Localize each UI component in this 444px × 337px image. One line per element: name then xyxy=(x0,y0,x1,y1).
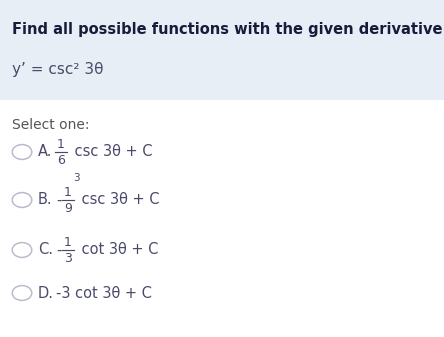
Text: A.: A. xyxy=(38,145,52,159)
Text: cot 3θ + C: cot 3θ + C xyxy=(77,243,159,257)
Text: Select one:: Select one: xyxy=(12,118,90,132)
Text: 1: 1 xyxy=(64,237,72,249)
Text: Find all possible functions with the given derivative.: Find all possible functions with the giv… xyxy=(12,22,444,37)
Text: -: - xyxy=(56,243,61,257)
Text: csc 3θ + C: csc 3θ + C xyxy=(70,145,152,159)
Text: B.: B. xyxy=(38,192,53,208)
Text: C.: C. xyxy=(38,243,53,257)
Text: 9: 9 xyxy=(64,202,72,214)
Text: -3 cot 3θ + C: -3 cot 3θ + C xyxy=(56,285,152,301)
Text: 3: 3 xyxy=(73,173,79,183)
Text: D.: D. xyxy=(38,285,54,301)
Text: csc 3θ + C: csc 3θ + C xyxy=(77,192,159,208)
Text: 6: 6 xyxy=(57,153,65,166)
Text: 1: 1 xyxy=(64,186,72,200)
Text: 1: 1 xyxy=(57,139,65,152)
Text: 3: 3 xyxy=(64,251,72,265)
Text: -: - xyxy=(56,192,61,208)
Text: y’ = csc² 3θ: y’ = csc² 3θ xyxy=(12,62,103,77)
